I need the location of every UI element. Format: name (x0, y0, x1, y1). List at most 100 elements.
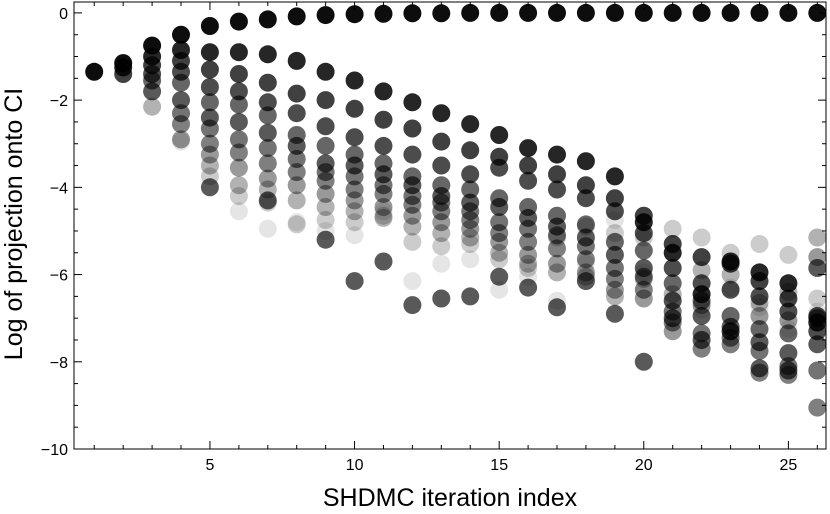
data-point-s5-6 (316, 154, 335, 173)
data-point-s1-9 (374, 82, 393, 101)
data-point-s12-19 (808, 259, 827, 277)
data-point-s10-7 (403, 232, 422, 251)
y-tick-label-0: 0 (59, 6, 68, 23)
data-point-s9-12 (519, 254, 538, 273)
data-point-s2-12 (461, 141, 480, 160)
data-point-s5-21 (750, 333, 769, 352)
data-point-s12-12 (605, 304, 624, 323)
data-point-s1-4 (229, 43, 248, 62)
data-point-s9-0 (143, 97, 162, 116)
data-point-s0-24 (779, 3, 798, 22)
data-point-s5-23 (808, 335, 827, 354)
data-point-s10-21 (808, 289, 827, 308)
data-point-s9-22 (808, 228, 827, 247)
data-point-s12-9 (519, 278, 538, 297)
data-point-s5-3 (229, 112, 248, 131)
x-tick-label-20: 20 (635, 457, 653, 474)
data-point-s5-2 (200, 108, 219, 127)
data-point-s0-0 (85, 62, 104, 81)
data-point-s7-13 (548, 239, 566, 258)
data-point-s1-10 (403, 93, 422, 112)
data-point-s4-16 (605, 232, 624, 251)
data-point-s7-16 (634, 280, 653, 299)
data-point-s0-10 (374, 4, 393, 23)
data-point-s0-9 (345, 5, 364, 24)
data-point-s0-7 (287, 7, 306, 26)
data-point-s0-2 (143, 36, 162, 55)
data-point-s12-15 (692, 331, 711, 349)
data-point-s1-6 (287, 51, 306, 70)
data-point-s3-2 (200, 78, 219, 96)
data-point-s6-0 (172, 104, 190, 123)
data-point-s2-5 (258, 73, 277, 92)
data-point-s6-22 (808, 361, 827, 380)
data-point-s3-16 (605, 202, 624, 221)
data-point-s12-0 (200, 178, 219, 197)
data-point-s0-8 (316, 6, 335, 25)
data-point-s11-0 (172, 132, 190, 151)
data-point-s1-7 (316, 62, 335, 81)
data-point-s6-2 (229, 130, 248, 149)
data-point-s8-12 (519, 245, 538, 264)
data-point-s0-16 (548, 3, 566, 22)
data-point-s0-19 (634, 3, 653, 22)
y-axis-title: Log of projection onto CI (0, 88, 28, 360)
data-point-s5-10 (432, 187, 451, 206)
data-point-s11-1 (229, 202, 248, 221)
data-point-s3-9 (403, 145, 422, 164)
data-point-s2-23 (779, 289, 798, 308)
data-point-s10-4 (316, 211, 335, 229)
data-point-s3-13 (519, 171, 538, 190)
x-tick-label-15: 15 (490, 457, 508, 474)
data-point-s10-8 (432, 237, 451, 256)
data-point-s1-22 (750, 263, 769, 282)
data-point-s8-3 (258, 169, 277, 188)
data-point-s12-11 (576, 272, 595, 291)
data-point-s4-11 (461, 180, 480, 199)
data-point-s0-1 (114, 54, 133, 73)
x-tick-label-10: 10 (346, 457, 364, 474)
y-tick-label-2: −4 (50, 180, 68, 197)
data-point-s6-4 (287, 150, 306, 168)
data-point-s7-12 (519, 232, 538, 251)
data-point-s2-6 (287, 84, 306, 103)
data-point-s2-13 (490, 147, 509, 166)
data-point-s5-15 (576, 228, 595, 247)
data-point-s10-11 (519, 259, 538, 277)
data-point-s10-19 (750, 235, 769, 253)
data-point-s3-4 (258, 93, 277, 112)
data-point-s1-3 (200, 43, 219, 62)
data-point-s1-21 (721, 252, 740, 271)
data-point-s0-11 (403, 4, 422, 23)
data-point-s5-13 (519, 208, 538, 227)
data-point-s9-10 (461, 228, 480, 247)
data-point-s1-2 (172, 41, 190, 59)
data-point-s1-15 (548, 145, 566, 164)
axis-ticks (74, 2, 826, 450)
data-point-s12-1 (258, 191, 277, 210)
data-point-s9-2 (229, 176, 248, 195)
data-point-s4-4 (258, 106, 277, 125)
data-point-s1-20 (692, 285, 711, 304)
data-point-s9-11 (490, 243, 509, 262)
data-point-s1-16 (576, 152, 595, 171)
data-point-s11-7 (403, 272, 422, 291)
data-point-s3-22 (779, 302, 798, 321)
data-point-s12-5 (403, 296, 422, 315)
data-point-s5-8 (374, 165, 393, 184)
data-point-s0-25 (808, 3, 827, 22)
data-point-s7-4 (287, 163, 306, 182)
data-point-s12-10 (548, 298, 566, 317)
data-point-s5-4 (258, 123, 277, 142)
data-point-s11-10 (490, 280, 509, 299)
data-point-s3-7 (345, 128, 364, 147)
data-point-s5-9 (403, 176, 422, 195)
data-point-s3-11 (461, 165, 480, 184)
data-point-s7-1 (200, 134, 219, 153)
data-point-s1-19 (663, 243, 682, 262)
data-point-s4-18 (663, 274, 682, 293)
data-point-s2-16 (576, 176, 595, 195)
data-point-s2-11 (432, 132, 451, 151)
data-point-s5-12 (490, 198, 509, 216)
